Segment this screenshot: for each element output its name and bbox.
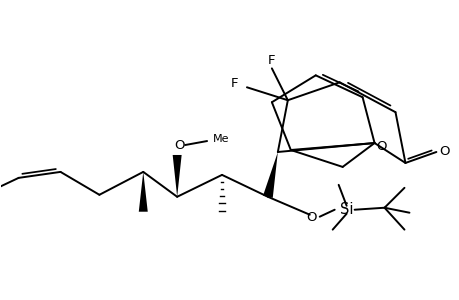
Text: O: O: [306, 211, 316, 224]
Polygon shape: [172, 155, 181, 197]
Text: O: O: [438, 146, 448, 158]
Text: O: O: [174, 139, 184, 152]
Text: O: O: [375, 140, 386, 152]
Text: Me: Me: [213, 134, 229, 144]
Polygon shape: [263, 152, 277, 198]
Polygon shape: [139, 172, 147, 212]
Text: F: F: [231, 77, 238, 90]
Text: F: F: [268, 54, 275, 67]
Text: Si: Si: [339, 202, 353, 217]
